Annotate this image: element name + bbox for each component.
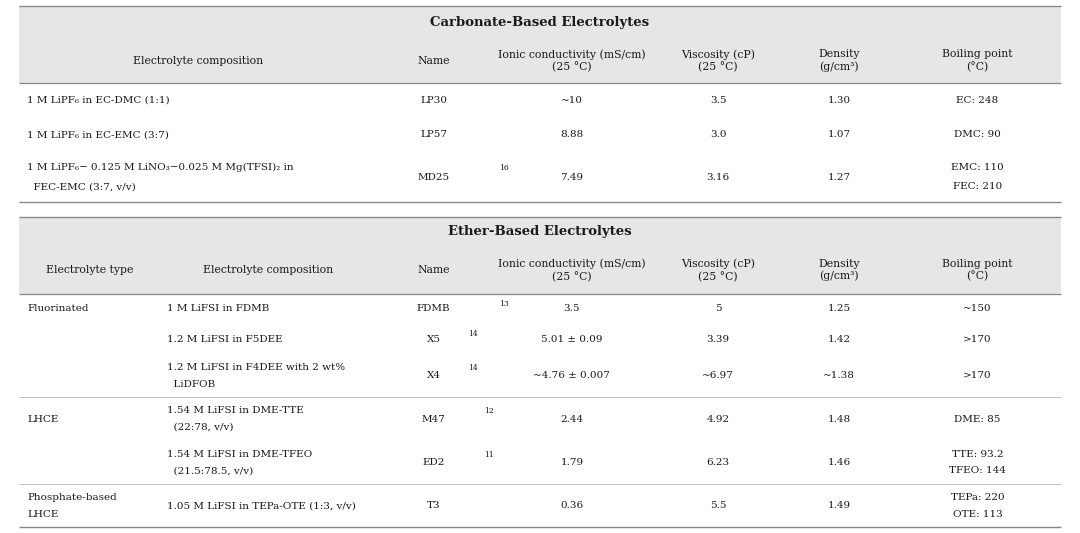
Text: 1.79: 1.79 xyxy=(561,458,583,467)
Text: DME: 85: DME: 85 xyxy=(955,415,1000,424)
Text: >170: >170 xyxy=(963,335,991,344)
Text: 3.39: 3.39 xyxy=(706,335,730,344)
Text: 3.5: 3.5 xyxy=(564,304,580,313)
Text: 1.54 M LiFSI in DME-TFEO: 1.54 M LiFSI in DME-TFEO xyxy=(167,450,312,458)
Text: 3.5: 3.5 xyxy=(710,95,727,104)
Text: ~4.76 ± 0.007: ~4.76 ± 0.007 xyxy=(534,372,610,380)
Text: Ionic conductivity (mS/cm)
(25 °C): Ionic conductivity (mS/cm) (25 °C) xyxy=(498,49,646,72)
Text: LiDFOB: LiDFOB xyxy=(167,379,216,389)
Text: FDMB: FDMB xyxy=(417,304,450,313)
Text: Viscosity (cP)
(25 °C): Viscosity (cP) (25 °C) xyxy=(681,259,755,282)
Text: Carbonate-Based Electrolytes: Carbonate-Based Electrolytes xyxy=(431,15,649,29)
Bar xyxy=(19,5,1061,38)
Text: 7.49: 7.49 xyxy=(561,173,583,182)
Text: 3.16: 3.16 xyxy=(706,173,730,182)
Text: 11: 11 xyxy=(484,451,494,459)
Text: EMC: 110: EMC: 110 xyxy=(951,163,1003,172)
Text: (21.5:78.5, v/v): (21.5:78.5, v/v) xyxy=(167,466,254,475)
Text: 1.25: 1.25 xyxy=(827,304,851,313)
Text: ~1.38: ~1.38 xyxy=(823,372,855,380)
Text: LHCE: LHCE xyxy=(27,415,58,424)
Bar xyxy=(19,294,1061,528)
Text: 1.07: 1.07 xyxy=(827,131,851,140)
Text: 6.23: 6.23 xyxy=(706,458,730,467)
Text: Boiling point
(°C): Boiling point (°C) xyxy=(942,259,1013,281)
Text: MD25: MD25 xyxy=(418,173,449,182)
Text: 14: 14 xyxy=(468,364,477,372)
Text: 1.46: 1.46 xyxy=(827,458,851,467)
Bar xyxy=(19,217,1061,247)
Text: T3: T3 xyxy=(427,502,441,510)
Bar xyxy=(19,38,1061,83)
Text: X4: X4 xyxy=(427,372,441,380)
Text: 1 M LiPF₆ in EC-DMC (1:1): 1 M LiPF₆ in EC-DMC (1:1) xyxy=(27,95,170,104)
Text: ~6.97: ~6.97 xyxy=(702,372,734,380)
Text: 8.88: 8.88 xyxy=(561,131,583,140)
Text: ED2: ED2 xyxy=(422,458,445,467)
Text: Name: Name xyxy=(417,55,450,66)
Text: 2.44: 2.44 xyxy=(561,415,583,424)
Text: Name: Name xyxy=(417,265,450,276)
Text: 12: 12 xyxy=(484,407,494,415)
Bar xyxy=(19,247,1061,294)
Text: OTE: 113: OTE: 113 xyxy=(953,510,1002,519)
Text: 1 M LiPF₆ in EC-EMC (3:7): 1 M LiPF₆ in EC-EMC (3:7) xyxy=(27,131,168,140)
Text: Electrolyte type: Electrolyte type xyxy=(46,265,133,276)
Text: TFEO: 144: TFEO: 144 xyxy=(949,466,1005,475)
Text: 5.01 ± 0.09: 5.01 ± 0.09 xyxy=(541,335,603,344)
Text: 1.42: 1.42 xyxy=(827,335,851,344)
Text: 0.36: 0.36 xyxy=(561,502,583,510)
Text: Density
(g/cm³): Density (g/cm³) xyxy=(819,50,860,72)
Text: 1.2 M LiFSI in F4DEE with 2 wt%: 1.2 M LiFSI in F4DEE with 2 wt% xyxy=(167,363,346,372)
Text: >170: >170 xyxy=(963,372,991,380)
Text: EC: 248: EC: 248 xyxy=(956,95,999,104)
Text: Electrolyte composition: Electrolyte composition xyxy=(133,55,262,66)
Bar xyxy=(19,83,1061,202)
Text: 1.49: 1.49 xyxy=(827,502,851,510)
Text: Electrolyte composition: Electrolyte composition xyxy=(203,265,333,276)
Text: TTE: 93.2: TTE: 93.2 xyxy=(951,450,1003,458)
Text: 1 M LiPF₆− 0.125 M LiNO₃−0.025 M Mg(TFSI)₂ in: 1 M LiPF₆− 0.125 M LiNO₃−0.025 M Mg(TFSI… xyxy=(27,163,294,172)
Text: 16: 16 xyxy=(499,164,509,172)
Text: 3.0: 3.0 xyxy=(710,131,727,140)
Text: Phosphate-based: Phosphate-based xyxy=(27,493,117,502)
Text: DMC: 90: DMC: 90 xyxy=(954,131,1001,140)
Text: Ether-Based Electrolytes: Ether-Based Electrolytes xyxy=(448,225,632,238)
Text: 5.5: 5.5 xyxy=(710,502,727,510)
Text: 1.54 M LiFSI in DME-TTE: 1.54 M LiFSI in DME-TTE xyxy=(167,406,305,415)
Text: 1.2 M LiFSI in F5DEE: 1.2 M LiFSI in F5DEE xyxy=(167,335,283,344)
Text: Viscosity (cP)
(25 °C): Viscosity (cP) (25 °C) xyxy=(681,49,755,72)
Text: ~150: ~150 xyxy=(963,304,991,313)
Text: ~10: ~10 xyxy=(561,95,583,104)
Text: TEPa: 220: TEPa: 220 xyxy=(950,493,1004,502)
Text: LHCE: LHCE xyxy=(27,510,58,519)
Text: FEC-EMC (3:7, v/v): FEC-EMC (3:7, v/v) xyxy=(27,182,136,191)
Text: LP30: LP30 xyxy=(420,95,447,104)
Text: Fluorinated: Fluorinated xyxy=(27,304,89,313)
Text: (22:78, v/v): (22:78, v/v) xyxy=(167,423,234,432)
Text: M47: M47 xyxy=(421,415,446,424)
Text: 1 M LiFSI in FDMB: 1 M LiFSI in FDMB xyxy=(167,304,270,313)
Text: 1.48: 1.48 xyxy=(827,415,851,424)
Text: 13: 13 xyxy=(499,300,509,308)
Text: 5: 5 xyxy=(715,304,721,313)
Text: X5: X5 xyxy=(427,335,441,344)
Text: 14: 14 xyxy=(468,329,477,337)
Text: 1.05 M LiFSI in TEPa-OTE (1:3, v/v): 1.05 M LiFSI in TEPa-OTE (1:3, v/v) xyxy=(167,502,356,510)
Text: 1.27: 1.27 xyxy=(827,173,851,182)
Text: Boiling point
(°C): Boiling point (°C) xyxy=(942,50,1013,72)
Text: 1.30: 1.30 xyxy=(827,95,851,104)
Text: Ionic conductivity (mS/cm)
(25 °C): Ionic conductivity (mS/cm) (25 °C) xyxy=(498,259,646,282)
Text: FEC: 210: FEC: 210 xyxy=(953,182,1002,191)
Text: Density
(g/cm³): Density (g/cm³) xyxy=(819,259,860,281)
Text: LP57: LP57 xyxy=(420,131,447,140)
Text: 4.92: 4.92 xyxy=(706,415,730,424)
